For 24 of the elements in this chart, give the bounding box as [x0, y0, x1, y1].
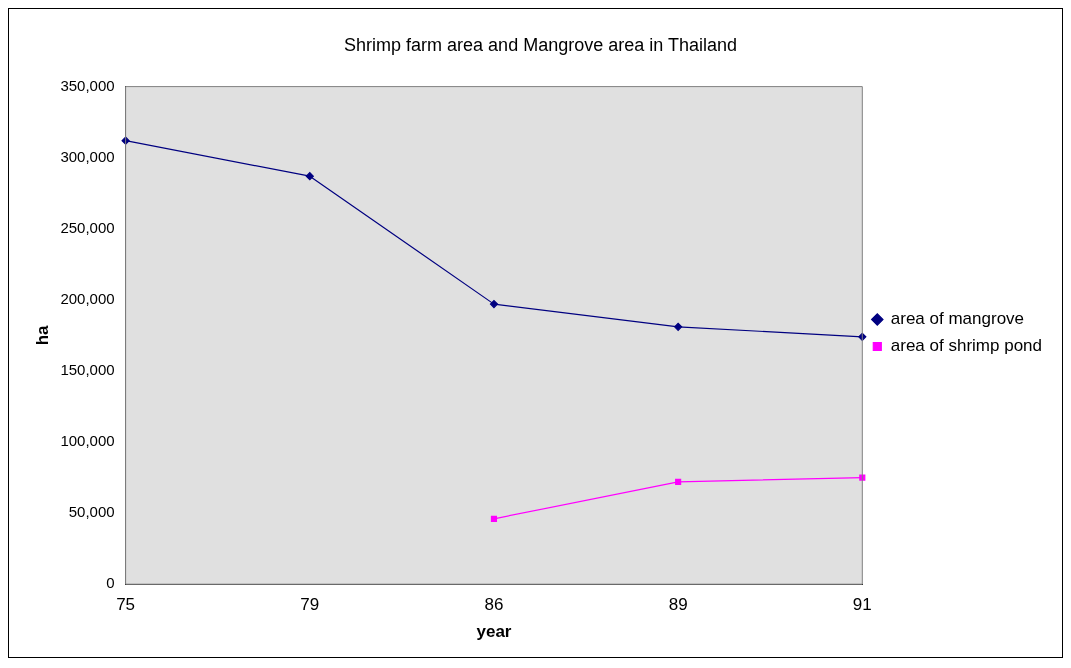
y-tick-label: 200,000 — [60, 290, 115, 307]
chart-title: Shrimp farm area and Mangrove area in Thailand — [344, 34, 737, 55]
legend-label: area of shrimp pond — [890, 336, 1042, 356]
x-tick-label: 86 — [484, 595, 504, 615]
y-tick-label: 150,000 — [60, 361, 115, 379]
y-axis-title: ha — [32, 324, 52, 346]
x-tick-label: 79 — [300, 595, 320, 615]
point — [674, 322, 683, 331]
y-tick-label: 50,000 — [68, 503, 115, 521]
y-tick-label: 250,000 — [60, 218, 115, 236]
point — [489, 300, 499, 309]
y-tick-label: 0 — [106, 574, 115, 592]
x-axis-title: year — [476, 622, 512, 642]
point — [305, 172, 314, 181]
y-tick-label: 300,000 — [60, 147, 115, 165]
point — [490, 515, 498, 522]
y-tick-label: 350,000 — [60, 76, 115, 94]
legend-label: area of mangrove — [890, 309, 1025, 329]
y-tick-label: 100,000 — [60, 432, 115, 450]
x-tick-label: 91 — [852, 595, 872, 615]
x-tick-label: 89 — [668, 595, 688, 615]
x-tick-label: 75 — [116, 595, 136, 615]
point — [675, 478, 682, 485]
point — [859, 474, 866, 481]
